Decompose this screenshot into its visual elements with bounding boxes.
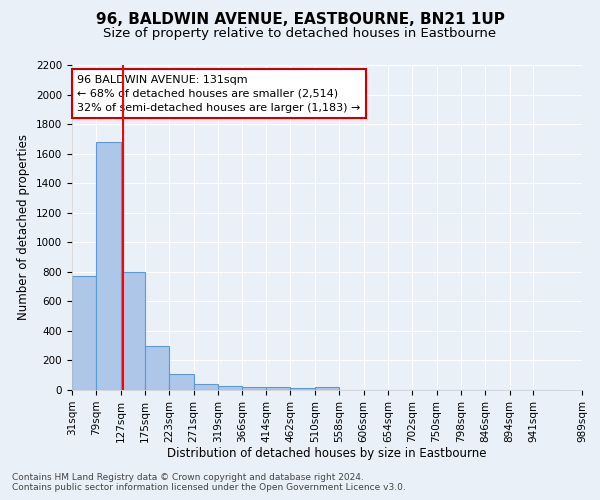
Bar xyxy=(97,142,121,390)
Bar xyxy=(218,386,242,390)
Text: Contains public sector information licensed under the Open Government Licence v3: Contains public sector information licen… xyxy=(12,484,406,492)
X-axis label: Distribution of detached houses by size in Eastbourne: Distribution of detached houses by size … xyxy=(167,448,487,460)
Text: 96 BALDWIN AVENUE: 131sqm
← 68% of detached houses are smaller (2,514)
32% of se: 96 BALDWIN AVENUE: 131sqm ← 68% of detac… xyxy=(77,74,361,113)
Text: 96, BALDWIN AVENUE, EASTBOURNE, BN21 1UP: 96, BALDWIN AVENUE, EASTBOURNE, BN21 1UP xyxy=(95,12,505,28)
Text: Size of property relative to detached houses in Eastbourne: Size of property relative to detached ho… xyxy=(103,28,497,40)
Bar xyxy=(315,387,339,390)
Bar xyxy=(266,387,290,390)
Text: Contains HM Land Registry data © Crown copyright and database right 2024.: Contains HM Land Registry data © Crown c… xyxy=(12,474,364,482)
Bar xyxy=(169,374,194,390)
Bar xyxy=(121,272,145,390)
Bar xyxy=(72,276,97,390)
Bar xyxy=(242,386,266,390)
Y-axis label: Number of detached properties: Number of detached properties xyxy=(17,134,31,320)
Bar xyxy=(290,388,315,390)
Bar xyxy=(194,384,218,390)
Bar xyxy=(145,346,169,390)
